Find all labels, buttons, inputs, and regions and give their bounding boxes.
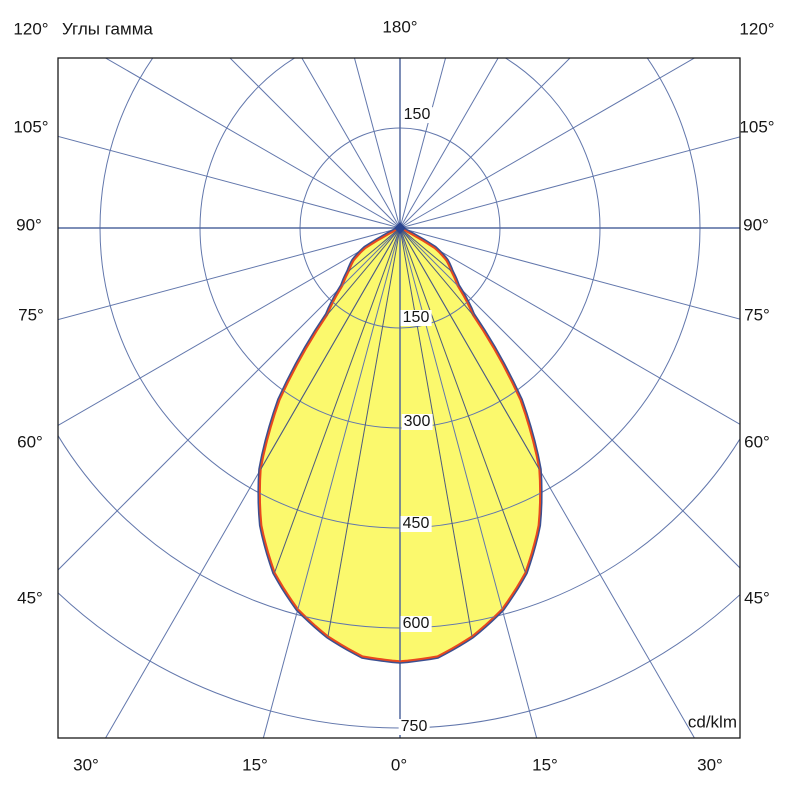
ring-label-750: 750 — [398, 718, 430, 735]
angle-label-left-45: 45° — [17, 588, 43, 608]
grid-ray-315 — [58, 227, 401, 571]
gamma-fan-ray — [259, 228, 401, 662]
angle-label-left-75: 75° — [18, 305, 44, 325]
angle-label-left-90: 90° — [16, 215, 42, 235]
units-label: cd/klm — [687, 712, 737, 732]
ring-label-150: 150 — [400, 309, 432, 326]
grid-ray-300 — [58, 227, 401, 427]
angle-label-bottom-15l: 15° — [242, 755, 268, 775]
ring-label-450: 450 — [400, 515, 432, 532]
angle-label-180: 180° — [382, 17, 418, 37]
grid-ray-45 — [399, 227, 740, 569]
gamma-fan-ray — [259, 228, 401, 662]
gamma-fan-ray — [399, 228, 541, 662]
plot-border — [57, 57, 741, 739]
angle-label-left-60: 60° — [17, 432, 43, 452]
grid-ray-165 — [399, 58, 447, 229]
gamma-fan-ray — [399, 228, 541, 662]
grid-ray-105 — [399, 136, 740, 229]
ring-label-600: 600 — [400, 615, 432, 632]
angle-label-right-120: 120° — [739, 19, 775, 39]
angle-label-right-45: 45° — [744, 588, 770, 608]
center-marker — [394, 222, 406, 234]
grid-ray-150 — [399, 58, 499, 229]
angle-label-bottom-15r: 15° — [532, 755, 558, 775]
ring-label-300: 300 — [401, 413, 433, 430]
angle-label-left-105: 105° — [13, 117, 49, 137]
grid-ray-225 — [229, 58, 401, 229]
grid-ray-240 — [104, 58, 401, 229]
gamma-fan-ray — [399, 228, 541, 662]
ring-label-150-upper: 150 — [401, 106, 433, 123]
grid-ray-135 — [399, 58, 571, 229]
angle-label-bottom-30l: 30° — [73, 755, 99, 775]
grid-ray-285 — [58, 227, 401, 321]
grid-ray-75 — [399, 227, 740, 320]
grid-ray-195 — [353, 58, 401, 229]
gamma-fan-ray — [259, 228, 401, 662]
grid-ray-255 — [58, 135, 401, 229]
chart-title: Углы гамма — [62, 19, 153, 39]
angle-label-right-60: 60° — [744, 432, 770, 452]
angle-label-right-75: 75° — [744, 305, 770, 325]
grid-ray-120 — [399, 58, 696, 229]
gamma-fan-ray — [295, 228, 401, 662]
angle-label-right-90: 90° — [743, 215, 769, 235]
gamma-fan-ray — [399, 228, 505, 662]
grid-ray-210 — [301, 58, 401, 229]
angle-label-bottom-0: 0° — [390, 755, 408, 775]
angle-label-bottom-30r: 30° — [697, 755, 723, 775]
grid-ray-60 — [399, 227, 740, 425]
angle-label-left-120: 120° — [13, 19, 49, 39]
angle-label-right-105: 105° — [739, 117, 775, 137]
